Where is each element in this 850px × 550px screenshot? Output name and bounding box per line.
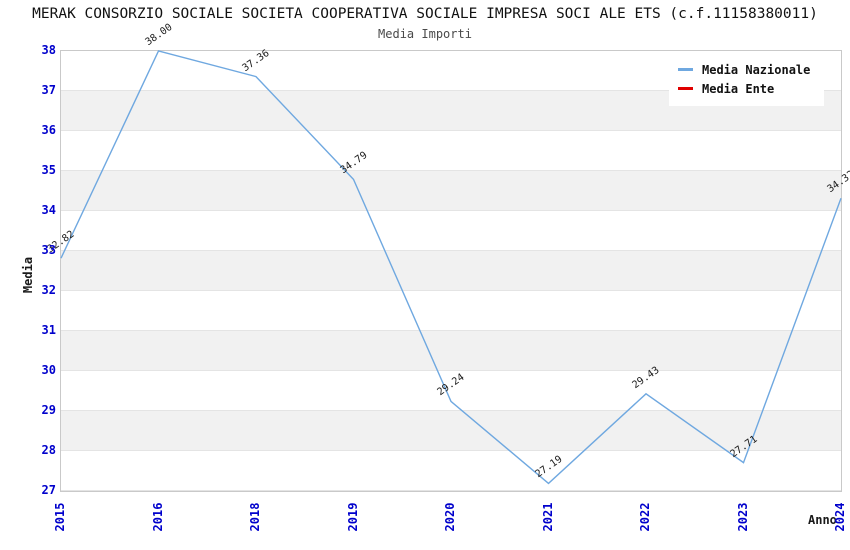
x-tick-label: 2016	[150, 502, 165, 532]
plot-area: 32.82 38.00 37.36 34.79 29.24 27.19 29.43 27.71…	[46, 22, 850, 492]
x-tick-label: 2024	[833, 502, 847, 532]
x-tick-label: 2023	[735, 502, 750, 532]
x-tick-label: 2020	[443, 502, 457, 532]
y-tick-label: 32	[41, 283, 56, 297]
y-tick-label: 28	[41, 443, 56, 457]
y-tick-label: 29	[41, 403, 56, 417]
chart-subtitle: Media Importi	[378, 27, 472, 41]
y-tick-label: 34	[41, 203, 56, 217]
chart-title: MERAK CONSORZIO SOCIALE SOCIETA COOPERAT…	[32, 6, 818, 22]
x-axis-title: Anno	[808, 513, 837, 527]
legend: Media Nazionale Media Ente	[669, 52, 824, 106]
x-tick-label: 2018	[248, 502, 262, 532]
y-tick-label: 30	[41, 363, 56, 377]
legend-item-media-ente: Media Ente	[678, 79, 824, 98]
y-tick-label: 36	[41, 123, 56, 137]
media-nazionale-line	[60, 50, 842, 485]
y-tick-label: 38	[41, 43, 56, 57]
legend-label-media-nazionale: Media Nazionale	[702, 62, 811, 77]
x-tick-label: 2015	[53, 502, 67, 532]
media-nazionale-line-swatch	[678, 68, 693, 71]
y-tick-label: 37	[41, 83, 56, 97]
y-tick-label: 31	[41, 323, 56, 337]
y-tick-label: 35	[41, 163, 56, 177]
media-ente-line-swatch	[678, 87, 693, 90]
legend-label-media-ente: Media Ente	[702, 81, 775, 96]
y-tick-label: 33	[41, 243, 56, 257]
x-tick-label: 2019	[345, 502, 360, 532]
y-tick-label: 27	[41, 483, 56, 497]
x-tick-label: 2022	[638, 502, 652, 532]
x-tick-label: 2021	[540, 502, 555, 532]
line-chart-svg	[60, 50, 842, 485]
legend-item-media-nazionale: Media Nazionale	[678, 60, 824, 79]
